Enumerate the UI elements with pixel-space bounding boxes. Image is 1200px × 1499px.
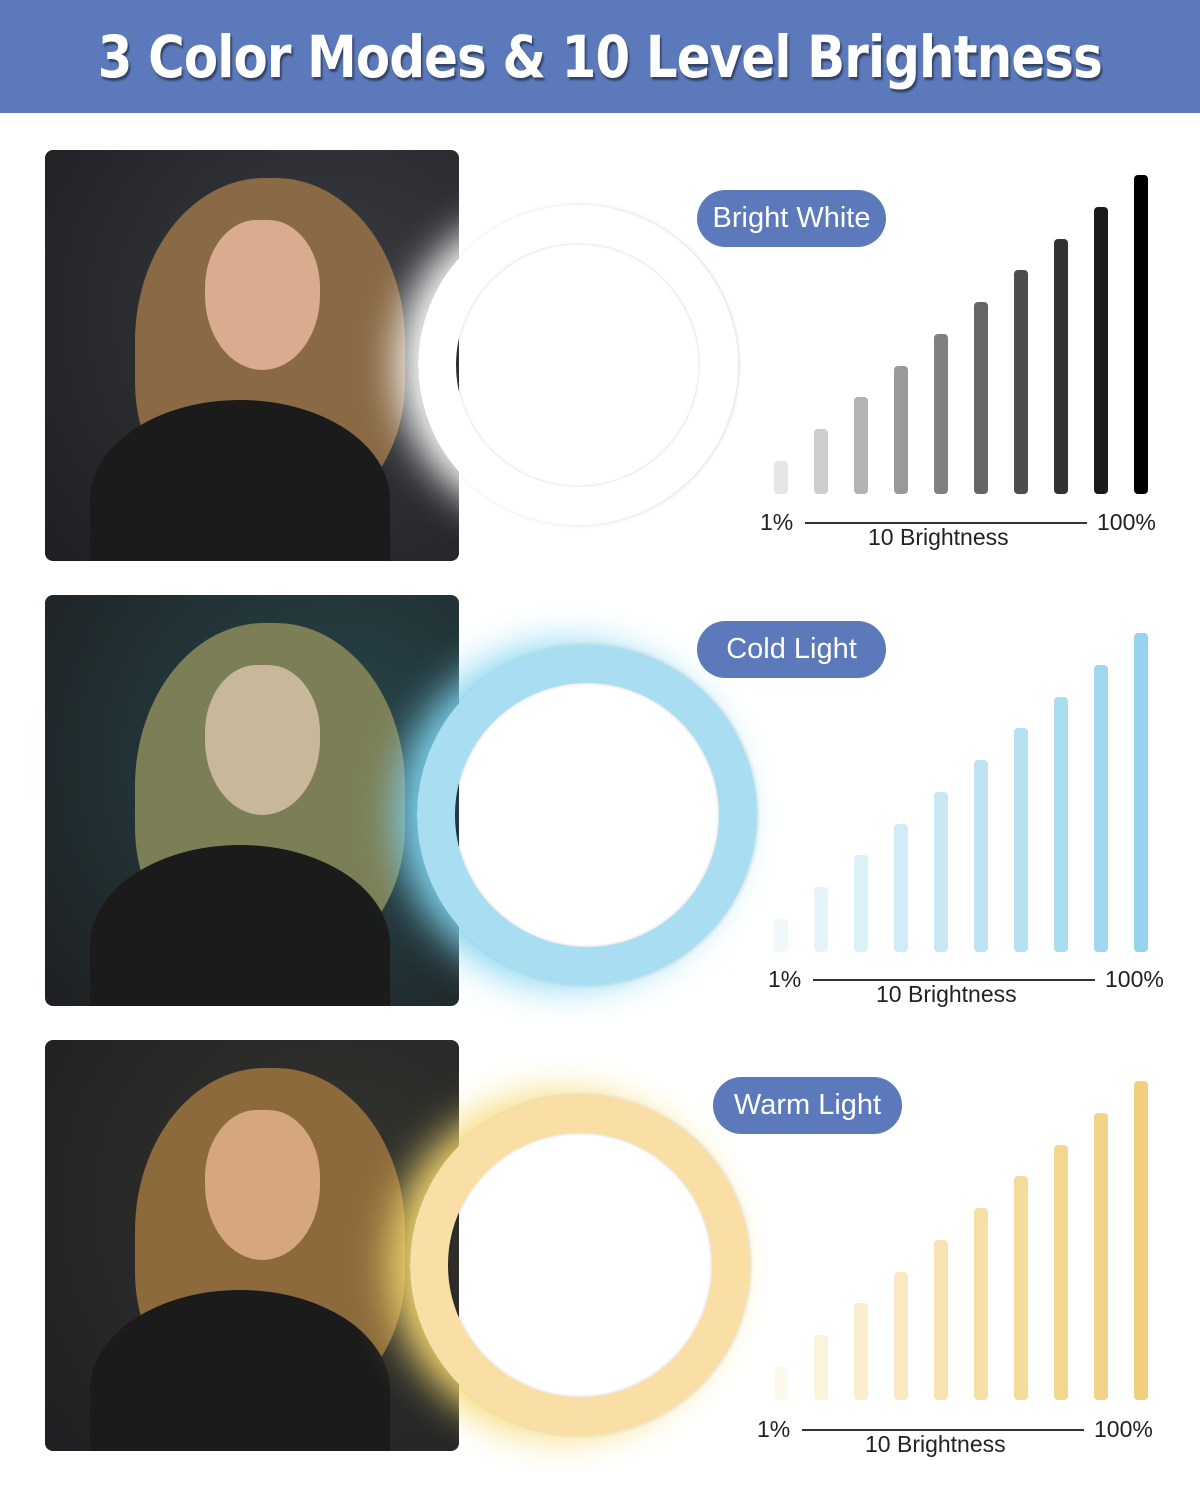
brightness-bar-1 (774, 1367, 788, 1400)
brightness-bar-8 (1054, 696, 1068, 952)
brightness-bar-9 (1094, 664, 1108, 952)
axis-max-label: 100% (1094, 1416, 1153, 1442)
face-shape (205, 1110, 320, 1260)
brightness-bar-6 (974, 302, 988, 494)
mode-section-cold-light (0, 595, 1200, 1015)
brightness-bar-10 (1134, 633, 1148, 952)
header-banner: 3 Color Modes & 10 Level Brightness (0, 0, 1200, 113)
axis-caption: 10 Brightness (865, 1431, 1006, 1457)
brightness-bar-1 (774, 461, 788, 494)
face-shape (205, 220, 320, 370)
brightness-bar-4 (894, 823, 908, 952)
brightness-bar-3 (854, 1303, 868, 1400)
body-shape (90, 400, 390, 561)
mode-section-bright-white (0, 150, 1200, 570)
brightness-bar-5 (934, 1239, 948, 1400)
body-shape (90, 845, 390, 1006)
brightness-bar-5 (934, 333, 948, 494)
axis-caption: 10 Brightness (876, 981, 1017, 1007)
brightness-bar-4 (894, 1271, 908, 1400)
axis-caption: 10 Brightness (868, 524, 1009, 550)
brightness-bar-8 (1054, 238, 1068, 494)
brightness-bar-10 (1134, 1081, 1148, 1400)
axis-max-label: 100% (1105, 966, 1164, 992)
axis-line (802, 1429, 1084, 1431)
page-title: 3 Color Modes & 10 Level Brightness (97, 22, 1103, 91)
ring-light (417, 645, 757, 985)
axis-min-label: 1% (760, 509, 794, 535)
brightness-bar-6 (974, 1208, 988, 1400)
model-photo (45, 150, 459, 561)
brightness-bar-6 (974, 760, 988, 952)
model-photo (45, 595, 459, 1006)
mode-section-warm-light (0, 1040, 1200, 1460)
brightness-bar-2 (814, 887, 828, 952)
axis-min-label: 1% (757, 1416, 791, 1442)
brightness-bar-1 (774, 919, 788, 952)
brightness-bar-7 (1014, 728, 1028, 952)
brightness-bar-8 (1054, 1144, 1068, 1400)
mode-label: Bright White (697, 190, 886, 247)
brightness-bar-7 (1014, 270, 1028, 494)
brightness-bar-7 (1014, 1176, 1028, 1400)
axis-min-label: 1% (768, 966, 802, 992)
brightness-bar-3 (854, 397, 868, 494)
body-shape (90, 1290, 390, 1451)
mode-label: Warm Light (713, 1077, 902, 1134)
brightness-bar-4 (894, 365, 908, 494)
axis-line (813, 979, 1095, 981)
axis-line (805, 522, 1087, 524)
face-shape (205, 665, 320, 815)
mode-label: Cold Light (697, 621, 886, 678)
brightness-bar-9 (1094, 1112, 1108, 1400)
brightness-bar-5 (934, 791, 948, 952)
ring-light (410, 1095, 750, 1435)
brightness-bar-9 (1094, 206, 1108, 494)
brightness-bar-3 (854, 855, 868, 952)
model-photo (45, 1040, 459, 1451)
ring-light (418, 205, 738, 525)
axis-max-label: 100% (1097, 509, 1156, 535)
brightness-bar-10 (1134, 175, 1148, 494)
brightness-bar-2 (814, 1335, 828, 1400)
brightness-bar-2 (814, 429, 828, 494)
